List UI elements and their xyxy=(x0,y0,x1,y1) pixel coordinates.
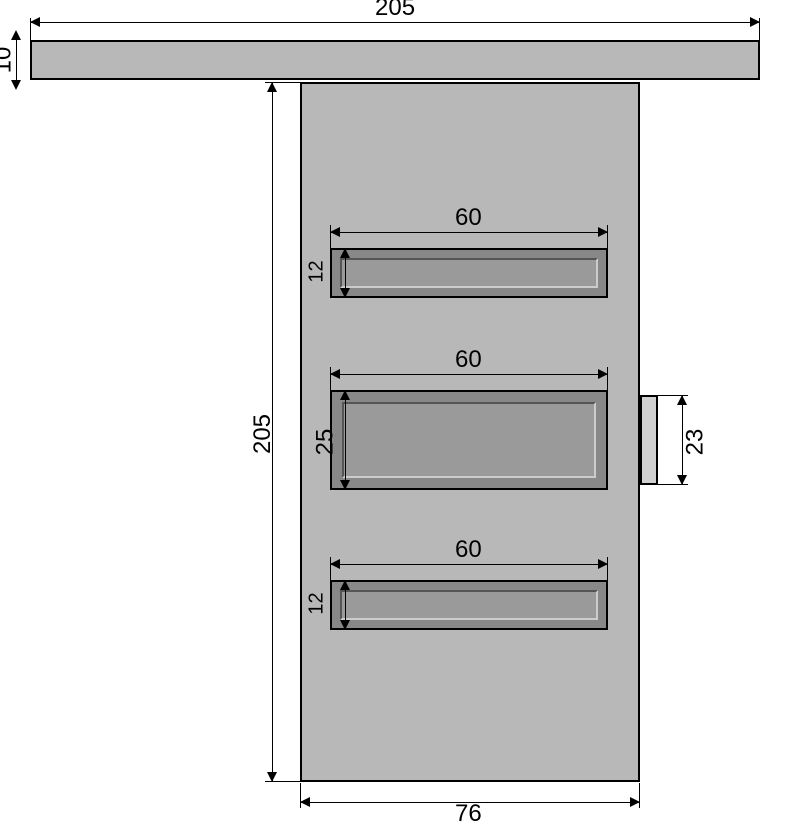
arrow xyxy=(677,395,687,405)
arrow xyxy=(267,772,277,782)
label-panel-top-height: 12 xyxy=(306,260,329,282)
panel-bottom-inner xyxy=(340,590,598,620)
label-panel-mid-width: 60 xyxy=(455,346,482,374)
diagram-canvas: 205 10 205 76 23 60 12 60 25 60 xyxy=(0,0,792,824)
dim-panel-mid-width xyxy=(330,374,608,375)
arrow xyxy=(677,475,687,485)
panel-middle-inner xyxy=(342,402,596,478)
arrow xyxy=(598,559,608,569)
arrow xyxy=(330,227,340,237)
label-panel-mid-height: 25 xyxy=(311,429,339,456)
dim-panel-bot-width xyxy=(330,564,608,565)
arrow xyxy=(630,797,640,807)
label-panel-bot-width: 60 xyxy=(455,536,482,564)
arrow xyxy=(340,248,350,258)
arrow xyxy=(598,369,608,379)
label-rail-height: 10 xyxy=(0,47,17,74)
panel-bottom xyxy=(330,580,608,630)
arrow xyxy=(11,80,21,90)
label-handle-height: 23 xyxy=(681,429,709,456)
door-handle xyxy=(640,395,658,485)
dim-panel-mid-height xyxy=(345,390,346,490)
label-panel-bot-height: 12 xyxy=(306,592,329,614)
arrow xyxy=(340,288,350,298)
arrow xyxy=(598,227,608,237)
arrow xyxy=(30,17,40,27)
arrow xyxy=(300,797,310,807)
panel-top xyxy=(330,248,608,298)
dim-rail-width xyxy=(30,22,760,23)
arrow xyxy=(340,480,350,490)
arrow xyxy=(340,620,350,630)
arrow xyxy=(750,17,760,27)
label-door-height: 205 xyxy=(249,414,277,454)
arrow xyxy=(267,82,277,92)
arrow xyxy=(330,369,340,379)
label-rail-width: 205 xyxy=(375,0,415,22)
arrow xyxy=(330,559,340,569)
panel-top-inner xyxy=(340,258,598,288)
label-panel-top-width: 60 xyxy=(455,204,482,232)
dim-panel-top-width xyxy=(330,232,608,233)
panel-middle xyxy=(330,390,608,490)
arrow xyxy=(340,580,350,590)
arrow xyxy=(340,390,350,400)
rail xyxy=(30,40,760,80)
arrow xyxy=(11,30,21,40)
